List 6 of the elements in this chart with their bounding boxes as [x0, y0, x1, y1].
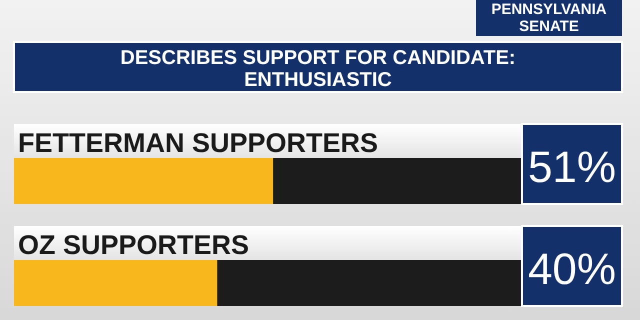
chart-title: DESCRIBES SUPPORT FOR CANDIDATE: ENTHUSIASTIC — [120, 47, 516, 91]
data-label: 51% — [528, 143, 616, 192]
data-label: 40% — [528, 245, 616, 294]
y-tick-label: FETTERMAN SUPPORTERS — [18, 128, 378, 158]
chart-subtitle: PENNSYLVANIA SENATE — [491, 1, 607, 35]
y-tick-label: OZ SUPPORTERS — [18, 230, 250, 260]
